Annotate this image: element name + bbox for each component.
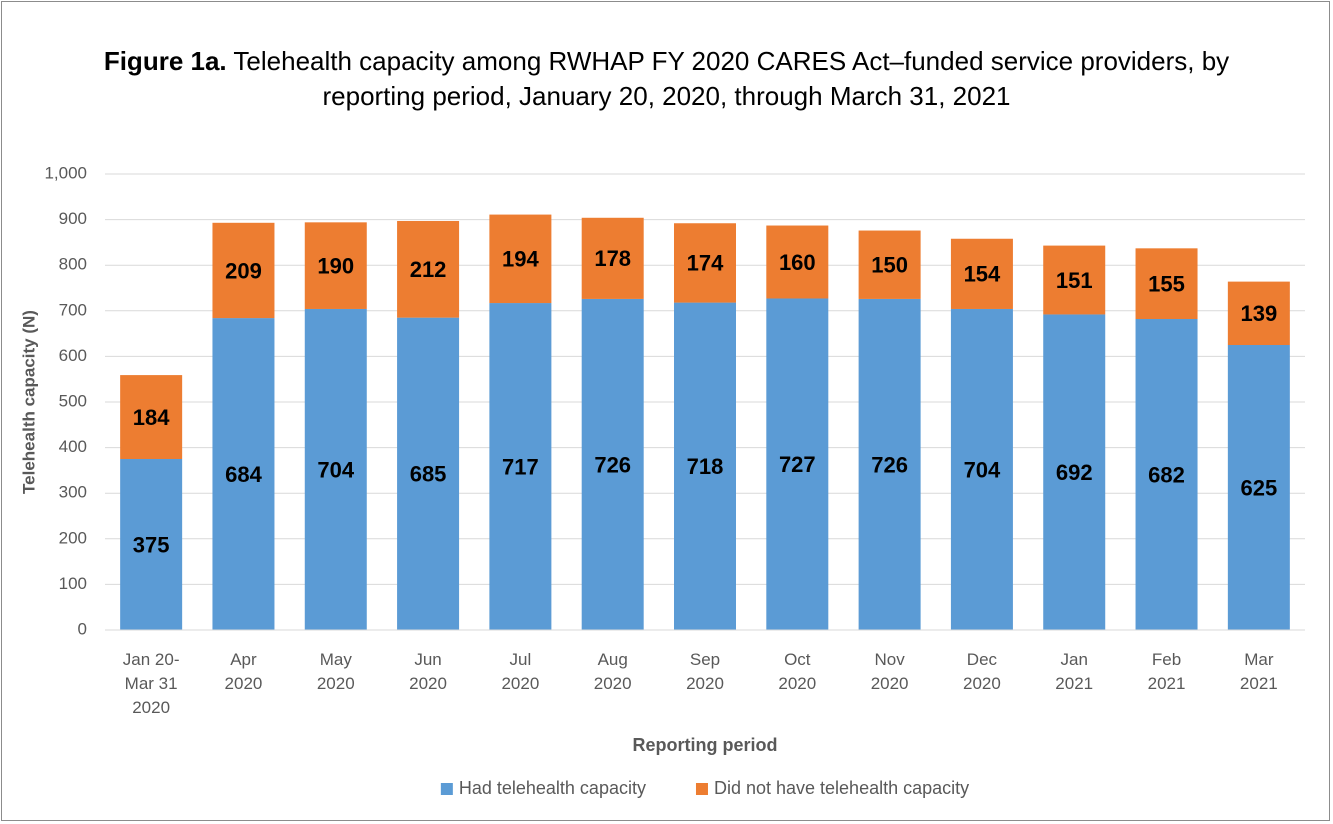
y-tick-label: 500 — [59, 391, 87, 410]
data-label: 178 — [594, 246, 631, 271]
x-tick-label: Jan 20- Mar 31 2020 — [122, 650, 180, 717]
y-tick-label: 0 — [78, 619, 87, 638]
bar-segment — [397, 220, 460, 318]
legend-swatch — [440, 783, 453, 795]
legend-label: Did not have telehealth capacity — [714, 778, 969, 798]
y-tick-label: 700 — [59, 300, 87, 319]
data-label: 139 — [1240, 301, 1277, 326]
bar-segment — [1227, 281, 1290, 345]
data-label: 151 — [1056, 268, 1093, 293]
legend-label: Had telehealth capacity — [459, 778, 646, 798]
bar-segment — [766, 298, 829, 630]
bar-segment — [120, 459, 183, 630]
bar-segment — [489, 214, 552, 304]
data-label: 727 — [779, 452, 816, 477]
figure-label: Figure 1a. — [103, 46, 227, 76]
data-label: 160 — [779, 250, 816, 275]
data-label: 718 — [687, 454, 724, 479]
y-tick-label: 900 — [59, 209, 87, 228]
bar-segment — [397, 317, 460, 630]
bar-segment — [212, 318, 275, 630]
x-tick-label: Nov 2020 — [870, 650, 909, 693]
data-label: 194 — [502, 247, 539, 272]
y-tick-label: 800 — [59, 255, 87, 274]
x-axis-title: Reporting period — [633, 735, 778, 755]
data-label: 682 — [1148, 462, 1185, 487]
data-label: 209 — [225, 258, 262, 283]
bar-segment — [1227, 345, 1290, 630]
bar-segment — [858, 298, 921, 630]
y-tick-label: 600 — [59, 346, 87, 365]
x-tick-label: Oct 2020 — [778, 650, 817, 693]
data-label: 174 — [687, 251, 724, 276]
bar-segment — [212, 222, 275, 319]
data-label: 212 — [410, 257, 447, 282]
x-tick-label: Feb 2021 — [1147, 650, 1186, 693]
data-label: 684 — [225, 462, 262, 487]
x-tick-label: Jul 2020 — [501, 650, 540, 693]
bar-segment — [950, 308, 1013, 630]
bar-segment — [581, 217, 644, 299]
x-tick-label: May 2020 — [316, 650, 355, 693]
data-label: 726 — [594, 452, 631, 477]
data-label: 692 — [1056, 460, 1093, 485]
data-label: 155 — [1148, 271, 1185, 296]
bar-segment — [674, 223, 736, 303]
chart-title: Figure 1a. Telehealth capacity among RWH… — [100, 44, 1233, 114]
x-tick-label: Aug 2020 — [593, 650, 632, 693]
y-tick-label: 100 — [59, 574, 87, 593]
data-label: 717 — [502, 454, 539, 479]
bar-segment — [766, 225, 829, 299]
bar-segment — [1043, 245, 1106, 315]
bar-segment — [858, 230, 921, 299]
y-axis-title: Telehealth capacity (N) — [19, 310, 38, 494]
data-label: 184 — [133, 405, 170, 430]
title-text: Telehealth capacity among RWHAP FY 2020 … — [233, 46, 1230, 111]
y-tick-label: 200 — [59, 528, 87, 547]
x-tick-label: Sep 2020 — [686, 650, 724, 693]
legend-swatch — [695, 783, 708, 795]
x-tick-label: Jan 2021 — [1055, 650, 1094, 693]
x-tick-label: Jun 2020 — [409, 650, 447, 693]
bar-segment — [304, 308, 367, 630]
bar-segment — [1135, 248, 1198, 320]
bar-segment — [950, 238, 1013, 309]
bar-segment — [120, 375, 183, 459]
data-label: 704 — [317, 457, 354, 482]
bar-segment — [581, 298, 644, 630]
data-label: 685 — [410, 462, 447, 487]
y-tick-label: 400 — [59, 437, 87, 456]
data-label: 625 — [1240, 475, 1277, 500]
y-tick-label: 300 — [59, 483, 87, 502]
x-tick-label: Dec 2020 — [963, 650, 1001, 693]
bar-segment — [1043, 314, 1106, 630]
bar-segment — [489, 303, 552, 630]
data-label: 726 — [871, 452, 908, 477]
data-label: 150 — [871, 253, 908, 278]
bar-segment — [304, 222, 367, 309]
bar-segment — [1135, 319, 1198, 630]
bar-segment — [674, 302, 736, 630]
x-tick-label: Mar 2021 — [1239, 650, 1278, 693]
y-tick-label: 1,000 — [44, 163, 87, 182]
x-tick-label: Apr 2020 — [224, 650, 263, 693]
data-label: 704 — [964, 457, 1001, 482]
data-label: 190 — [317, 253, 354, 278]
data-label: 375 — [133, 532, 170, 557]
data-label: 154 — [964, 262, 1001, 287]
